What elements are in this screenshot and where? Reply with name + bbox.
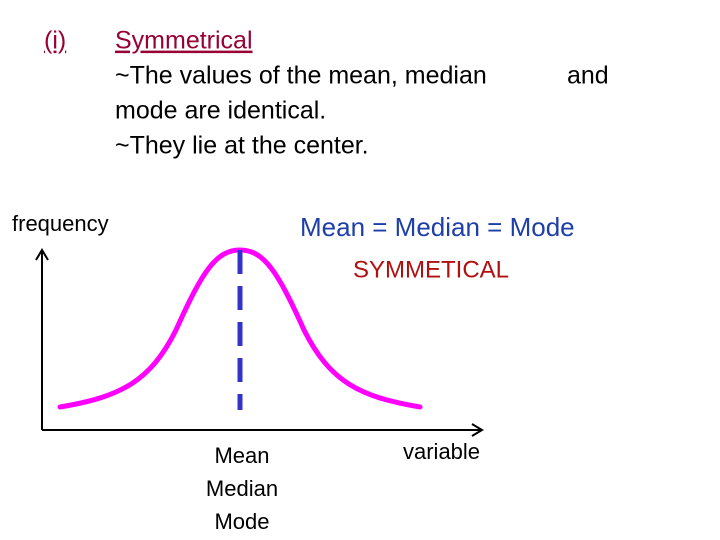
section-title: Symmetrical: [115, 27, 253, 55]
axes: [35, 248, 484, 437]
body-line: ~They lie at the center.: [115, 132, 369, 160]
equation: Mean = Median = Mode: [300, 212, 575, 242]
body-line: mode are identical.: [115, 97, 326, 125]
section-marker: (i): [44, 27, 66, 55]
body-line: ~The values of the mean, median: [115, 62, 487, 90]
body-line: and: [567, 62, 609, 90]
x-axis-label: variable: [403, 439, 480, 464]
center-label: Mean: [214, 443, 269, 468]
center-label: Median: [206, 476, 278, 501]
y-axis-label: frequency: [12, 211, 109, 236]
center-label: Mode: [214, 509, 269, 534]
caption: SYMMETICAL: [353, 256, 509, 283]
